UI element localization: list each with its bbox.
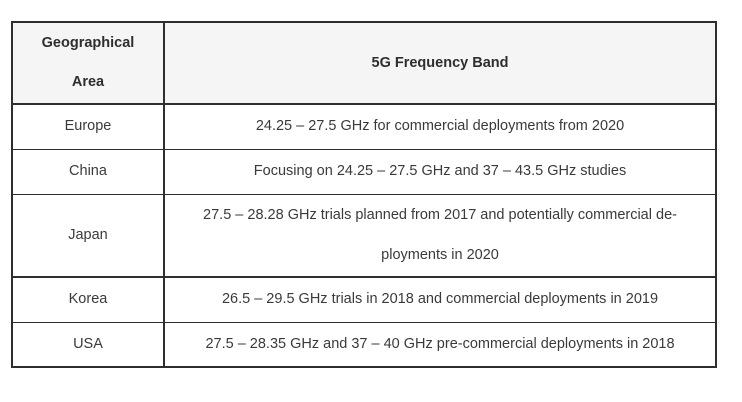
frequency-band-cell: Focusing on 24.25 – 27.5 GHz and 37 – 43… (163, 148, 717, 195)
column-header-5g-frequency-band: 5G Frequency Band (163, 21, 717, 106)
frequency-band-cell: 27.5 – 28.35 GHz and 37 – 40 GHz pre-com… (163, 321, 717, 368)
table-row: China Focusing on 24.25 – 27.5 GHz and 37… (11, 148, 717, 195)
geographical-area-cell: Europe (11, 103, 165, 150)
table-row: Korea 26.5 – 29.5 GHz trials in 2018 and … (11, 276, 717, 323)
frequency-band-cell: 27.5 – 28.28 GHz trials planned from 201… (163, 193, 717, 279)
frequency-band-cell: 26.5 – 29.5 GHz trials in 2018 and comme… (163, 276, 717, 323)
geographical-area-cell: Japan (11, 193, 165, 279)
frequency-band-table: Geographical Area 5G Frequency Band Euro… (11, 21, 717, 369)
geographical-area-cell: USA (11, 321, 165, 368)
geographical-area-cell: Korea (11, 276, 165, 323)
frequency-band-cell: 24.25 – 27.5 GHz for commercial deployme… (163, 103, 717, 150)
column-header-geographical-area: Geographical Area (11, 21, 165, 106)
table-row: Japan 27.5 – 28.28 GHz trials planned fro… (11, 193, 717, 279)
geographical-area-cell: China (11, 148, 165, 195)
table-row: USA 27.5 – 28.35 GHz and 37 – 40 GHz pre-… (11, 321, 717, 368)
table-row: Europe 24.25 – 27.5 GHz for commercial de… (11, 103, 717, 150)
table-header-row: Geographical Area 5G Frequency Band (11, 21, 717, 106)
table-body: Europe 24.25 – 27.5 GHz for commercial de… (11, 103, 717, 368)
